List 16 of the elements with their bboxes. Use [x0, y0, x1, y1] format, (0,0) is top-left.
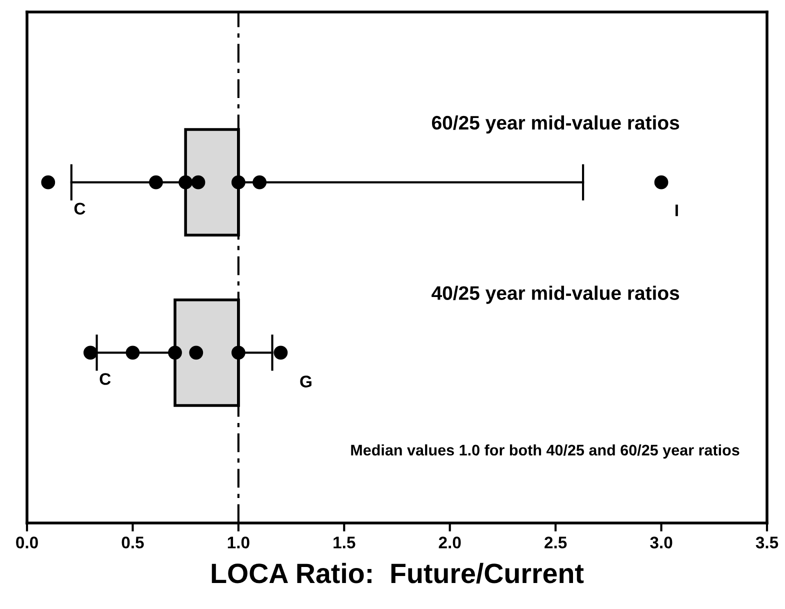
- y-tick-label: 40/25 year mid-value ratios: [432, 286, 680, 304]
- x-tick-label: 3.5: [756, 536, 778, 548]
- annotation: C: [100, 373, 111, 385]
- x-axis-title: LOCA Ratio: Future/Current: [212, 562, 584, 584]
- x-tick-label: 1.5: [334, 536, 356, 548]
- y-tick-label: 60/25 year mid-value ratios: [432, 115, 680, 134]
- x-tick-label: 0.0: [16, 536, 38, 548]
- x-tick-label: 1.0: [228, 536, 250, 548]
- x-tick-label: 2.0: [438, 536, 461, 548]
- annotation: G: [300, 376, 312, 388]
- annotation: I: [676, 204, 678, 216]
- x-tick-label: 3.0: [650, 536, 672, 548]
- x-tick-label: 2.5: [544, 536, 567, 548]
- x-tick-label: 0.5: [122, 536, 144, 548]
- annotation: Median values 1.0 for both 40/25 and 60/25 year ratios: [351, 444, 740, 459]
- annotation: C: [74, 202, 86, 215]
